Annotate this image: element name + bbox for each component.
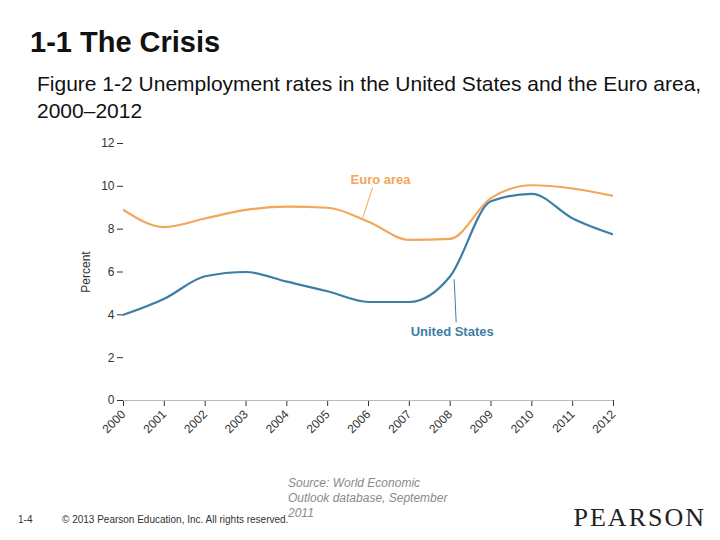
svg-text:8: 8 [108,222,115,236]
svg-text:2008: 2008 [426,407,455,436]
svg-text:2003: 2003 [222,407,251,436]
html-text:Source: World Economic Outlook: Source: World Economic Outlook database,… [288,476,448,520]
svg-text:2010: 2010 [508,407,537,436]
html-text:1-4: 1-4 [18,514,33,525]
svg-text:2004: 2004 [263,407,292,436]
svg-text:10: 10 [101,179,115,193]
svg-text:2009: 2009 [467,407,496,436]
svg-text:Percent: Percent [79,251,93,293]
svg-text:2000: 2000 [100,407,129,436]
svg-text:Euro area: Euro area [351,172,412,187]
html-text:Figure 1-2 Unemployment rates: Figure 1-2 Unemployment rates in the Uni… [37,72,702,122]
svg-text:2005: 2005 [304,407,333,436]
svg-text:2011: 2011 [549,407,577,435]
html-text:PEARSON: PEARSON [573,503,706,532]
svg-text:12: 12 [101,136,115,150]
svg-text:2: 2 [108,351,115,365]
svg-text:4: 4 [108,308,115,322]
svg-text:2006: 2006 [345,407,374,436]
svg-text:2002: 2002 [181,407,210,436]
svg-text:0: 0 [108,393,115,407]
svg-text:United States: United States [411,324,494,339]
svg-text:2012: 2012 [590,407,619,436]
svg-text:2007: 2007 [385,407,414,436]
svg-text:2001: 2001 [140,407,169,436]
svg-text:6: 6 [108,265,115,279]
html-text:© 2013 Pearson Education, Inc.: © 2013 Pearson Education, Inc. All right… [62,514,289,525]
html-text:1-1 The Crisis: 1-1 The Crisis [30,26,221,58]
